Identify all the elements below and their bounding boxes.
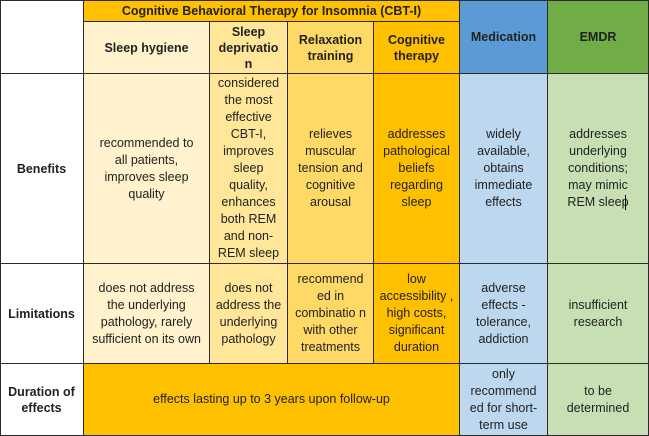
- limitations-cognitive-therapy: low accessibility , high costs, signific…: [374, 264, 460, 364]
- sleep-hygiene-header: Sleep hygiene: [84, 22, 210, 74]
- benefits-sleep-deprivation: considered the most effective CBT-I, imp…: [210, 74, 288, 264]
- medication-header: Medication: [460, 0, 548, 74]
- duration-medication: only recommend ed for short-term use: [460, 364, 548, 436]
- benefits-sleep-hygiene: recommended to all patients, improves sl…: [84, 74, 210, 264]
- limitations-emdr: insufficient research: [548, 264, 649, 364]
- duration-cbt: effects lasting up to 3 years upon follo…: [84, 364, 460, 436]
- emdr-header: EMDR: [548, 0, 649, 74]
- duration-row-label: Duration of effects: [0, 364, 84, 436]
- cognitive-therapy-header: Cognitive therapy: [374, 22, 460, 74]
- sleep-deprivation-header: Sleep deprivatio n: [210, 22, 288, 74]
- benefits-relaxation-training: relieves muscular tension and cognitive …: [288, 74, 374, 264]
- limitations-medication: adverse effects - tolerance, addiction: [460, 264, 548, 364]
- benefits-medication: widely available, obtains immediate effe…: [460, 74, 548, 264]
- cbt-group-header: Cognitive Behavioral Therapy for Insomni…: [84, 0, 460, 22]
- corner-cell: [0, 0, 84, 74]
- duration-emdr: to be determined: [548, 364, 649, 436]
- benefits-emdr[interactable]: addresses underlying conditions; may mim…: [548, 74, 649, 264]
- limitations-relaxation-training: recommend ed in combinatio n with other …: [288, 264, 374, 364]
- benefits-row-label: Benefits: [0, 74, 84, 264]
- limitations-row-label: Limitations: [0, 264, 84, 364]
- limitations-sleep-deprivation: does not address the underlying patholog…: [210, 264, 288, 364]
- benefits-cognitive-therapy: addresses pathological beliefs regarding…: [374, 74, 460, 264]
- text-cursor: [625, 195, 626, 210]
- relaxation-training-header: Relaxation training: [288, 22, 374, 74]
- limitations-sleep-hygiene: does not address the underlying patholog…: [84, 264, 210, 364]
